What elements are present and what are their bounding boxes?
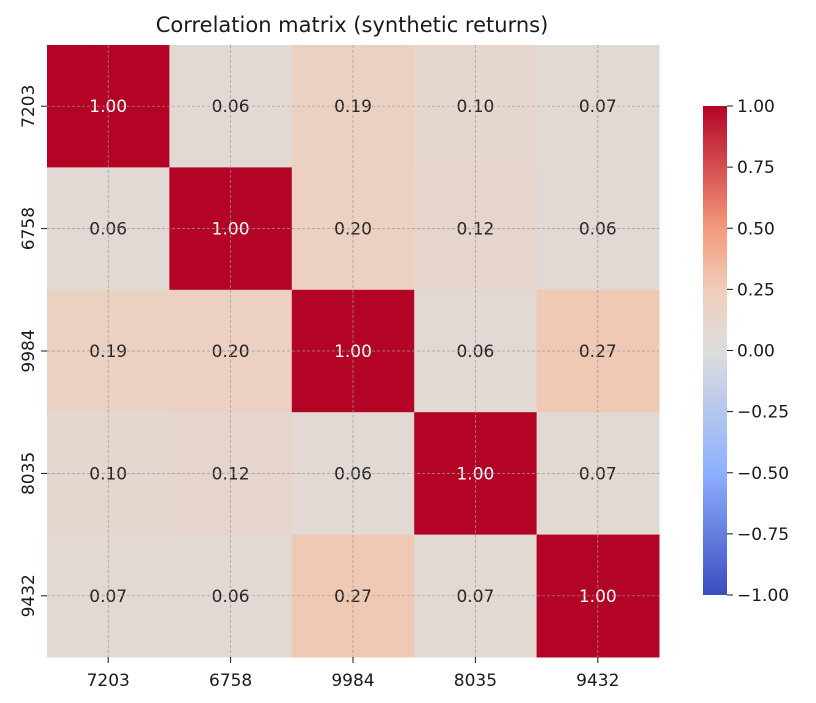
cell-value-label: 0.06 [334,464,372,484]
x-axis-ticks: 7203 6758 9984 8035 9432 [87,657,619,691]
y-axis-ticks: 7203 6758 9984 8035 9432 [19,85,47,617]
colorbar-tick-label: −0.50 [737,464,789,484]
y-tick-label: 9984 [19,329,39,372]
colorbar-tick-label: −0.25 [737,403,789,423]
colorbar-tick-label: −1.00 [737,586,789,606]
colorbar-gradient [703,106,727,595]
x-tick-label: 9432 [576,671,619,691]
cell-value-label: 0.07 [579,464,617,484]
x-tick-label: 6758 [209,671,252,691]
cell-value-label: 0.10 [89,464,127,484]
cell-value-label: 0.06 [579,220,617,240]
cell-value-label: 0.06 [89,220,127,240]
colorbar-tick-label: 1.00 [737,97,775,117]
cell-value-label: 0.20 [334,220,372,240]
y-tick-label: 9432 [19,574,39,617]
x-tick-label: 7203 [87,671,130,691]
y-tick-label: 7203 [19,85,39,128]
grid-lines [47,45,659,657]
cell-value-label: 0.12 [456,220,494,240]
y-tick-label: 8035 [19,452,39,495]
x-tick-label: 8035 [454,671,497,691]
x-tick-label: 9984 [331,671,374,691]
colorbar-tick-label: −0.75 [737,525,789,545]
cell-value-label: 1.00 [456,464,494,484]
colorbar-tick-label: 0.50 [737,219,775,239]
colorbar-tick-label: 0.75 [737,158,775,178]
y-tick-label: 6758 [19,207,39,250]
cell-value-label: 0.12 [212,464,250,484]
colorbar: 1.00 0.75 0.50 0.25 0.00 −0.25 −0.50 −0.75 −1.00 [703,97,789,606]
colorbar-tick-label: 0.00 [737,342,775,362]
chart-title: Correlation matrix (synthetic returns) [156,13,549,37]
colorbar-tick-label: 0.25 [737,280,775,300]
cell-value-label: 1.00 [212,220,250,240]
